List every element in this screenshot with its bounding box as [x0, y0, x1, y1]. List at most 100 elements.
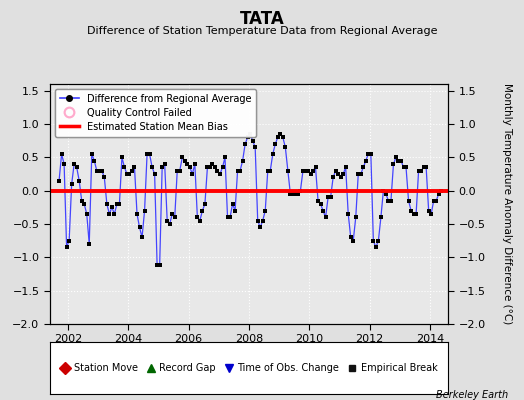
Point [334, 171, 342, 177]
Point [128, 168, 136, 174]
Point [261, 208, 269, 214]
Point [236, 168, 244, 174]
Point [135, 224, 144, 230]
Point [78, 198, 86, 204]
Point [369, 238, 377, 244]
Point [148, 164, 156, 170]
Point [342, 164, 350, 170]
Point [251, 144, 259, 150]
Point [158, 164, 166, 170]
Point [160, 161, 169, 167]
Point [402, 164, 410, 170]
Point [414, 168, 423, 174]
Point [241, 141, 249, 147]
Point [97, 168, 106, 174]
Point [143, 151, 151, 157]
Point [178, 154, 187, 160]
Point [248, 138, 257, 144]
Point [374, 238, 383, 244]
Point [392, 154, 400, 160]
Text: Berkeley Earth: Berkeley Earth [436, 390, 508, 400]
Point [195, 218, 204, 224]
Point [120, 164, 128, 170]
Point [203, 164, 212, 170]
Point [231, 208, 239, 214]
Point [326, 194, 335, 200]
Point [95, 168, 104, 174]
Point [399, 164, 408, 170]
Point [349, 238, 357, 244]
Point [211, 164, 219, 170]
Point [233, 168, 242, 174]
Point [107, 204, 116, 210]
Point [427, 211, 435, 217]
Point [166, 221, 174, 227]
Point [316, 201, 325, 207]
Point [258, 218, 267, 224]
Point [417, 168, 425, 174]
Point [271, 141, 279, 147]
Point [105, 211, 114, 217]
Point [256, 224, 265, 230]
Point [281, 144, 290, 150]
Point [382, 191, 390, 197]
Point [314, 198, 322, 204]
Point [319, 208, 328, 214]
Point [244, 134, 252, 140]
Point [434, 191, 443, 197]
Legend: Station Move, Record Gap, Time of Obs. Change, Empirical Break: Station Move, Record Gap, Time of Obs. C… [58, 360, 440, 376]
Point [419, 164, 428, 170]
Point [307, 171, 315, 177]
Point [289, 191, 297, 197]
Text: TATA: TATA [239, 10, 285, 28]
Point [58, 151, 66, 157]
Point [133, 211, 141, 217]
Point [286, 191, 294, 197]
Point [103, 201, 111, 207]
Point [432, 198, 440, 204]
Point [364, 151, 373, 157]
Point [213, 168, 222, 174]
Point [296, 188, 304, 194]
Point [173, 168, 181, 174]
Point [183, 161, 191, 167]
Point [138, 234, 146, 240]
Point [83, 211, 91, 217]
Point [226, 214, 234, 220]
Point [301, 168, 310, 174]
Point [206, 164, 214, 170]
Point [276, 131, 285, 137]
Point [125, 171, 134, 177]
Point [110, 211, 118, 217]
Point [409, 211, 418, 217]
Point [115, 201, 124, 207]
Point [223, 214, 232, 220]
Point [163, 218, 171, 224]
Point [219, 164, 227, 170]
Point [291, 191, 300, 197]
Point [344, 211, 353, 217]
Point [311, 164, 320, 170]
Point [123, 171, 131, 177]
Point [304, 168, 312, 174]
Point [377, 214, 385, 220]
Point [384, 198, 392, 204]
Point [336, 174, 345, 180]
Point [329, 174, 337, 180]
Point [356, 171, 365, 177]
Point [201, 201, 209, 207]
Point [367, 151, 375, 157]
Point [422, 164, 430, 170]
Point [118, 154, 126, 160]
Point [424, 208, 433, 214]
Point [238, 158, 247, 164]
Point [88, 151, 96, 157]
Point [65, 238, 73, 244]
Point [85, 241, 93, 247]
Point [379, 188, 388, 194]
Point [362, 158, 370, 164]
Point [170, 214, 179, 220]
Point [55, 178, 63, 184]
Point [299, 168, 307, 174]
Point [216, 171, 224, 177]
